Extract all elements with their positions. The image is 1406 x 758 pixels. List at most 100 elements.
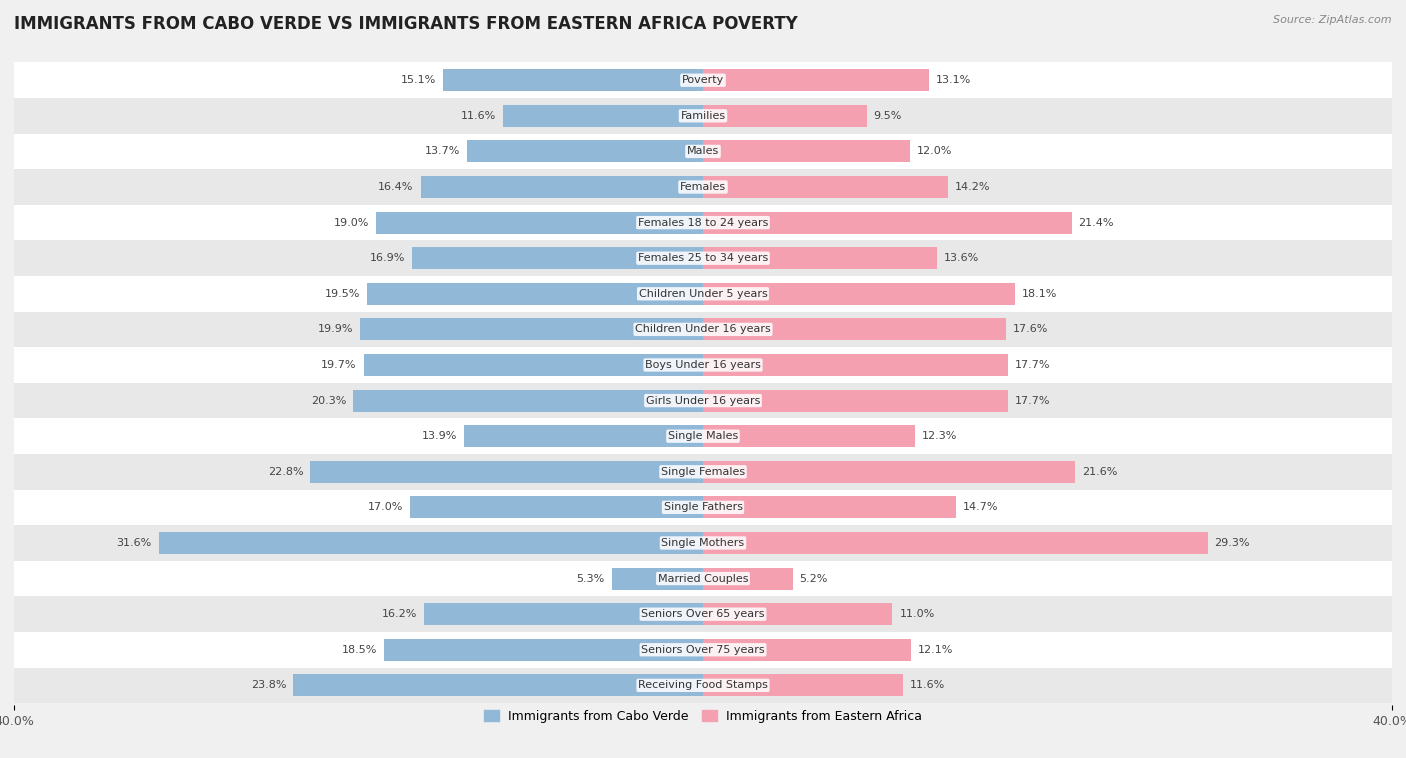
Text: 19.5%: 19.5% — [325, 289, 360, 299]
Bar — [703, 318, 1007, 340]
Text: Single Fathers: Single Fathers — [664, 503, 742, 512]
Bar — [703, 532, 1208, 554]
Bar — [292, 675, 703, 697]
Text: 11.6%: 11.6% — [461, 111, 496, 121]
Text: Single Males: Single Males — [668, 431, 738, 441]
Text: 13.1%: 13.1% — [935, 75, 970, 85]
Text: 14.7%: 14.7% — [963, 503, 998, 512]
Text: 13.9%: 13.9% — [422, 431, 457, 441]
Bar — [703, 603, 893, 625]
Bar — [367, 283, 703, 305]
Bar — [14, 205, 1392, 240]
Text: 5.2%: 5.2% — [800, 574, 828, 584]
Text: 16.2%: 16.2% — [381, 609, 418, 619]
Bar — [703, 390, 1008, 412]
Bar — [703, 105, 866, 127]
Bar — [703, 247, 938, 269]
Text: Poverty: Poverty — [682, 75, 724, 85]
Bar — [14, 276, 1392, 312]
Text: 11.0%: 11.0% — [900, 609, 935, 619]
Text: Females 25 to 34 years: Females 25 to 34 years — [638, 253, 768, 263]
Bar — [14, 454, 1392, 490]
Bar — [14, 98, 1392, 133]
Bar — [425, 603, 703, 625]
Text: 21.6%: 21.6% — [1083, 467, 1118, 477]
Text: 16.9%: 16.9% — [370, 253, 405, 263]
Text: 9.5%: 9.5% — [873, 111, 901, 121]
Bar — [14, 383, 1392, 418]
Bar — [703, 568, 793, 590]
Bar — [703, 461, 1076, 483]
Text: 23.8%: 23.8% — [250, 681, 287, 691]
Bar — [360, 318, 703, 340]
Legend: Immigrants from Cabo Verde, Immigrants from Eastern Africa: Immigrants from Cabo Verde, Immigrants f… — [478, 705, 928, 728]
Bar — [412, 247, 703, 269]
Bar — [14, 347, 1392, 383]
Bar — [443, 69, 703, 91]
Text: 15.1%: 15.1% — [401, 75, 436, 85]
Bar — [703, 675, 903, 697]
Text: 12.0%: 12.0% — [917, 146, 952, 156]
Bar — [14, 668, 1392, 703]
Text: 16.4%: 16.4% — [378, 182, 413, 192]
Bar — [14, 597, 1392, 632]
Text: 17.0%: 17.0% — [368, 503, 404, 512]
Bar — [14, 561, 1392, 597]
Text: 12.1%: 12.1% — [918, 645, 953, 655]
Bar — [14, 312, 1392, 347]
Text: 18.1%: 18.1% — [1022, 289, 1057, 299]
Text: Children Under 16 years: Children Under 16 years — [636, 324, 770, 334]
Text: 17.7%: 17.7% — [1015, 360, 1050, 370]
Bar — [464, 425, 703, 447]
Bar — [14, 418, 1392, 454]
Text: Seniors Over 75 years: Seniors Over 75 years — [641, 645, 765, 655]
Bar — [14, 133, 1392, 169]
Bar — [703, 354, 1008, 376]
Text: 18.5%: 18.5% — [342, 645, 377, 655]
Bar — [364, 354, 703, 376]
Bar — [159, 532, 703, 554]
Text: 13.7%: 13.7% — [425, 146, 460, 156]
Text: 20.3%: 20.3% — [311, 396, 346, 406]
Bar — [503, 105, 703, 127]
Text: Single Females: Single Females — [661, 467, 745, 477]
Text: Families: Families — [681, 111, 725, 121]
Text: Children Under 5 years: Children Under 5 years — [638, 289, 768, 299]
Bar — [14, 632, 1392, 668]
Text: 14.2%: 14.2% — [955, 182, 990, 192]
Text: 21.4%: 21.4% — [1078, 218, 1114, 227]
Bar — [375, 211, 703, 233]
Text: 19.9%: 19.9% — [318, 324, 353, 334]
Text: 31.6%: 31.6% — [117, 538, 152, 548]
Bar — [703, 425, 915, 447]
Text: 11.6%: 11.6% — [910, 681, 945, 691]
Text: 12.3%: 12.3% — [922, 431, 957, 441]
Bar — [420, 176, 703, 198]
Text: 29.3%: 29.3% — [1215, 538, 1250, 548]
Text: Girls Under 16 years: Girls Under 16 years — [645, 396, 761, 406]
Text: Married Couples: Married Couples — [658, 574, 748, 584]
Text: Seniors Over 65 years: Seniors Over 65 years — [641, 609, 765, 619]
Text: 19.0%: 19.0% — [333, 218, 368, 227]
Bar — [612, 568, 703, 590]
Bar — [703, 69, 928, 91]
Text: 17.7%: 17.7% — [1015, 396, 1050, 406]
Text: Source: ZipAtlas.com: Source: ZipAtlas.com — [1274, 15, 1392, 25]
Bar — [311, 461, 703, 483]
Text: 22.8%: 22.8% — [267, 467, 304, 477]
Bar — [703, 283, 1015, 305]
Text: Single Mothers: Single Mothers — [661, 538, 745, 548]
Text: 17.6%: 17.6% — [1012, 324, 1049, 334]
Bar — [14, 169, 1392, 205]
Text: 19.7%: 19.7% — [322, 360, 357, 370]
Bar — [703, 639, 911, 661]
Bar — [14, 62, 1392, 98]
Text: Receiving Food Stamps: Receiving Food Stamps — [638, 681, 768, 691]
Text: 5.3%: 5.3% — [576, 574, 605, 584]
Bar — [14, 525, 1392, 561]
Bar — [703, 211, 1071, 233]
Text: IMMIGRANTS FROM CABO VERDE VS IMMIGRANTS FROM EASTERN AFRICA POVERTY: IMMIGRANTS FROM CABO VERDE VS IMMIGRANTS… — [14, 15, 797, 33]
Bar — [353, 390, 703, 412]
Bar — [14, 490, 1392, 525]
Text: 13.6%: 13.6% — [945, 253, 980, 263]
